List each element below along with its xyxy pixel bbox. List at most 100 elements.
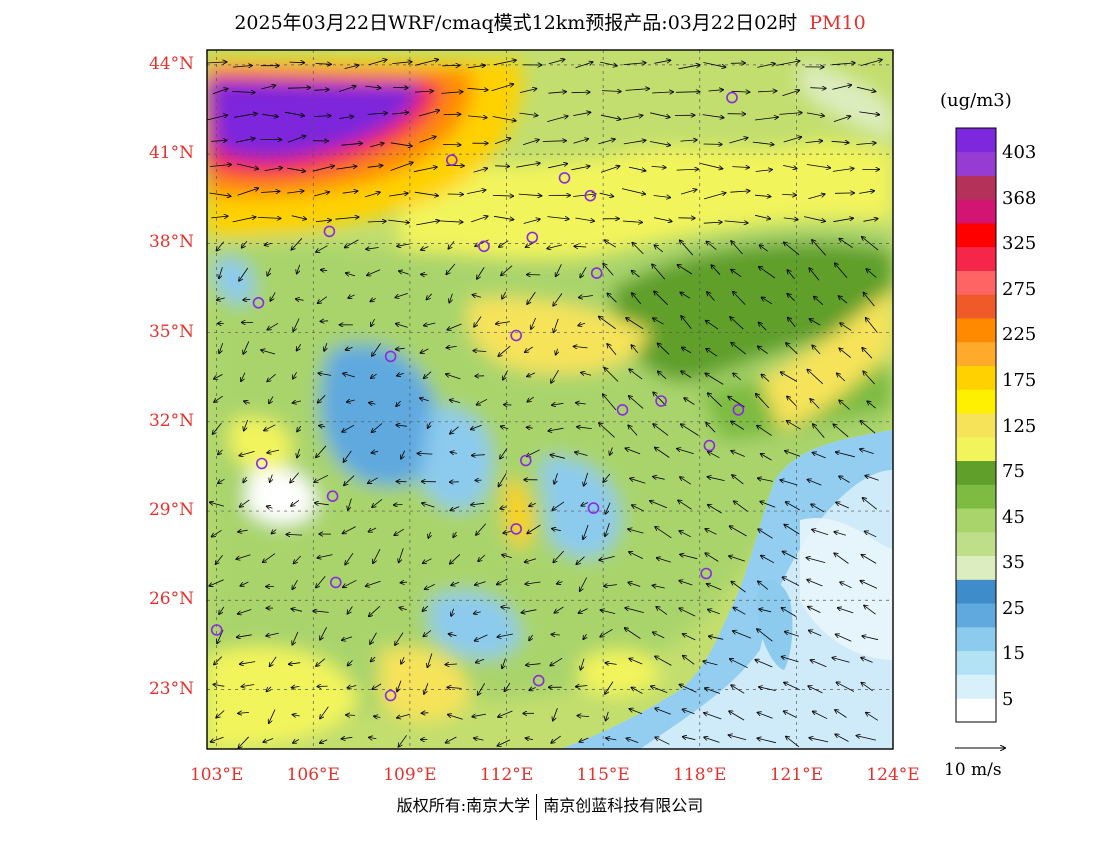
wind-arrow (291, 238, 303, 250)
wind-arrow (494, 138, 511, 145)
wind-arrow (577, 716, 590, 717)
wind-arrow (525, 346, 533, 352)
colorbar-segment (956, 626, 996, 652)
wind-arrow (216, 710, 225, 718)
wind-arrow (552, 403, 564, 405)
wind-arrow (756, 394, 770, 409)
wind-arrow (552, 501, 565, 510)
wind-arrow (423, 630, 432, 636)
wind-arrow (552, 529, 561, 531)
wind-arrow (501, 265, 513, 276)
colorbar-segment (956, 151, 996, 176)
wind-arrow (679, 685, 697, 693)
wind-arrow (679, 581, 693, 586)
colorbar-tick-label: 125 (1002, 415, 1037, 437)
wind-arrow (344, 65, 359, 69)
wind-arrow (499, 240, 509, 247)
wind-arrow (267, 450, 280, 453)
lat-label: 26°N (148, 589, 194, 610)
map-frame (206, 49, 894, 750)
wind-arrow (243, 299, 251, 300)
wind-arrow (314, 90, 329, 91)
wind-arrow (346, 347, 353, 350)
wind-arrow (342, 191, 358, 193)
wind-arrow (495, 166, 509, 167)
wind-arrow (629, 369, 643, 380)
wind-arrow (451, 608, 454, 616)
wind-arrow (835, 710, 847, 718)
wind-arrow (401, 450, 405, 459)
wind-arrow (214, 656, 222, 665)
wind-arrow (497, 739, 511, 746)
wind-arrow (320, 706, 329, 719)
wind-arrow (782, 90, 799, 97)
wind-arrow (813, 711, 828, 720)
wind-arrow (724, 221, 748, 223)
wind-arrow (676, 169, 699, 170)
wind-arrow (297, 264, 300, 274)
wind-arrow (475, 581, 486, 586)
wind-arrow (863, 498, 878, 510)
wind-arrow (655, 448, 670, 458)
wind-arrow (367, 166, 383, 168)
wind-arrow (503, 370, 508, 380)
wind-arrow (733, 373, 742, 381)
wind-arrow (267, 506, 273, 508)
wind-arrow (859, 191, 874, 194)
wind-arrow (782, 194, 796, 195)
wind-arrow (348, 498, 352, 510)
wind-arrow (652, 585, 665, 588)
wind-arrow (293, 318, 300, 332)
wind-arrow (399, 271, 409, 275)
wind-arrow (344, 475, 355, 486)
wind-arrow (521, 609, 537, 613)
lat-label: 23°N (148, 678, 194, 699)
lat-label: 44°N (148, 53, 194, 74)
wind-arrow (626, 318, 644, 330)
wind-arrow (832, 85, 852, 90)
wind-arrow (656, 607, 668, 615)
wind-arrow (832, 658, 850, 663)
wind-arrow (571, 166, 589, 171)
colorbar-frame (955, 127, 997, 723)
wind-arrow (522, 140, 539, 146)
wind-arrow (453, 531, 456, 537)
wind-arrow (631, 687, 643, 694)
wind-arrow (622, 221, 642, 222)
wind-arrow (856, 736, 876, 741)
wind-arrow (758, 529, 773, 539)
wind-arrow (439, 221, 463, 222)
wind-arrow (214, 374, 223, 379)
lat-label: 29°N (148, 500, 194, 521)
wind-arrow (415, 60, 438, 66)
wind-arrow (343, 526, 356, 534)
wind-arrow (428, 531, 430, 538)
wind-arrow (703, 222, 722, 223)
wind-arrow (474, 738, 484, 740)
wind-arrow (630, 478, 646, 484)
wind-arrow (862, 636, 879, 641)
lat-label: 32°N (148, 410, 194, 431)
city-marker (329, 576, 342, 589)
wind-arrow (628, 425, 638, 436)
wind-arrow (632, 243, 644, 255)
wind-arrow (446, 736, 457, 743)
wind-arrow (416, 221, 439, 226)
wind-arrow (338, 86, 356, 92)
wind-arrow (733, 631, 752, 639)
colorbar-tick-label: 15 (1002, 643, 1025, 665)
wind-arrow (786, 343, 798, 355)
wind-arrow (623, 140, 646, 145)
wind-arrow (861, 683, 873, 692)
wind-arrow (632, 293, 642, 304)
wind-arrow (343, 450, 352, 462)
wind-arrow (450, 506, 460, 511)
wind-arrow (492, 116, 516, 121)
wind-arrow (504, 682, 511, 691)
wind-arrow (832, 63, 855, 65)
wind-arrow (318, 373, 332, 375)
wind-arrow (812, 240, 826, 256)
wind-arrow (729, 556, 745, 562)
city-marker (703, 439, 716, 452)
wind-arrow (449, 634, 457, 636)
